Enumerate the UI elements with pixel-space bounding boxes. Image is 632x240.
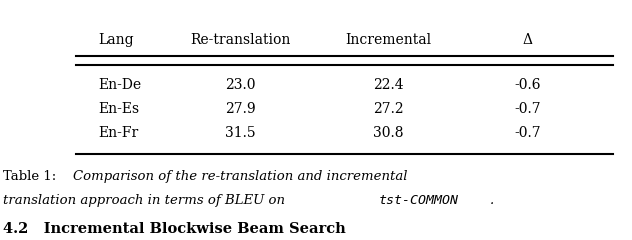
Text: -0.7: -0.7 — [514, 102, 541, 116]
Text: 27.2: 27.2 — [374, 102, 404, 116]
Text: Lang: Lang — [98, 33, 133, 47]
Text: Table 1:: Table 1: — [3, 170, 65, 183]
Text: -0.7: -0.7 — [514, 126, 541, 140]
Text: 31.5: 31.5 — [225, 126, 255, 140]
Text: Incremental: Incremental — [346, 33, 432, 47]
Text: En-Es: En-Es — [98, 102, 139, 116]
Text: .: . — [490, 194, 494, 207]
Text: translation approach in terms of BLEU on: translation approach in terms of BLEU on — [3, 194, 289, 207]
Text: En-Fr: En-Fr — [98, 126, 138, 140]
Text: -0.6: -0.6 — [514, 78, 541, 92]
Text: 23.0: 23.0 — [225, 78, 255, 92]
Text: 27.9: 27.9 — [225, 102, 255, 116]
Text: En-De: En-De — [98, 78, 141, 92]
Text: 22.4: 22.4 — [374, 78, 404, 92]
Text: Re-translation: Re-translation — [190, 33, 290, 47]
Text: 30.8: 30.8 — [374, 126, 404, 140]
Text: tst-COMMON: tst-COMMON — [379, 194, 459, 207]
Text: Δ: Δ — [523, 33, 533, 47]
Text: 4.2   Incremental Blockwise Beam Search: 4.2 Incremental Blockwise Beam Search — [3, 222, 346, 236]
Text: Comparison of the re-translation and incremental: Comparison of the re-translation and inc… — [73, 170, 407, 183]
